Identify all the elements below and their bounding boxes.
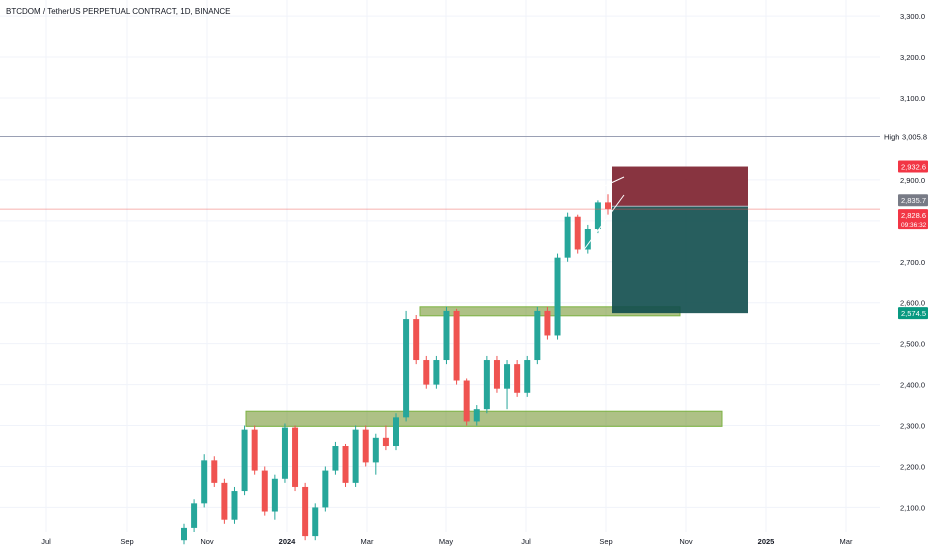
y-tick-label: 2,700.0 xyxy=(900,258,925,267)
candle-body xyxy=(241,429,248,492)
candle-body xyxy=(584,229,591,250)
x-tick-label: 2024 xyxy=(279,537,297,546)
price-label-target: 2,574.5 xyxy=(898,307,928,320)
candle-body xyxy=(382,437,389,447)
candle-body xyxy=(393,417,399,447)
x-tick-label: Jul xyxy=(521,537,531,546)
stop-loss-box[interactable] xyxy=(612,166,748,207)
candle-body xyxy=(433,360,440,385)
candle-body xyxy=(312,507,319,537)
time-axis[interactable]: Jul Sep Nov 2024 Mar May Jul Sep Nov 2025 Mar xyxy=(41,537,853,546)
candle-body xyxy=(191,503,198,528)
candle-body xyxy=(554,257,561,336)
y-tick-label: 3,100.0 xyxy=(900,94,925,103)
price-countdown: 09:36:32 xyxy=(901,222,927,229)
candle-body xyxy=(453,310,460,381)
candle-body xyxy=(201,460,208,504)
candle-body xyxy=(211,460,218,483)
x-tick-label: Sep xyxy=(599,537,612,546)
high-label: High xyxy=(884,133,899,142)
x-tick-label: Mar xyxy=(840,537,853,546)
candle-body xyxy=(362,429,369,463)
high-value: 3,005.8 xyxy=(902,133,927,142)
candle-body xyxy=(423,360,430,385)
wedge-lower-line[interactable] xyxy=(579,194,625,256)
y-tick-label: 2,100.0 xyxy=(900,503,925,512)
candle-body xyxy=(413,319,420,361)
candle-body xyxy=(594,202,601,230)
candle-body xyxy=(403,319,410,418)
price-tag-value: 2,835.7 xyxy=(901,196,926,205)
price-tag-value: 2,932.6 xyxy=(901,163,926,172)
price-label-last: 2,828.6 09:36:32 xyxy=(898,209,928,230)
y-tick-label: 2,400.0 xyxy=(900,381,925,390)
chart-symbol-title: BTCDOM / TetherUS PERPETUAL CONTRACT, 1D… xyxy=(6,7,231,16)
candle-body xyxy=(342,446,349,483)
candle-body xyxy=(372,437,379,463)
candle-body xyxy=(544,310,551,336)
candle-body xyxy=(322,470,329,508)
candle-body xyxy=(221,482,228,520)
trade-box[interactable] xyxy=(612,166,748,314)
x-tick-label: Mar xyxy=(361,537,374,546)
price-tag-bg xyxy=(898,307,928,320)
price-lines xyxy=(0,136,880,210)
price-tag-value: 2,574.5 xyxy=(901,309,926,318)
take-profit-box[interactable] xyxy=(612,206,748,314)
y-tick-label: 2,300.0 xyxy=(900,422,925,431)
x-tick-label: Nov xyxy=(200,537,214,546)
candle-body xyxy=(514,364,521,393)
candle-body xyxy=(483,360,490,410)
grid xyxy=(0,0,880,532)
candle-body xyxy=(524,360,531,393)
y-tick-label: 2,900.0 xyxy=(900,176,925,185)
price-tag-value: 2,828.6 xyxy=(901,211,926,220)
price-label-stop: 2,932.6 xyxy=(898,160,928,173)
candle-body xyxy=(251,429,258,471)
y-tick-label: 3,200.0 xyxy=(900,53,925,62)
y-tick-label: 2,500.0 xyxy=(900,340,925,349)
candle-body xyxy=(181,527,187,541)
price-axis[interactable]: 3,300.03,200.03,100.02,900.02,800.02,700… xyxy=(884,12,928,512)
candle-body xyxy=(292,427,299,487)
price-tag-bg xyxy=(898,160,928,173)
candle-body xyxy=(473,409,480,422)
price-tag-bg xyxy=(898,209,928,230)
y-tick-label: 2,600.0 xyxy=(900,299,925,308)
lower-support-zone[interactable] xyxy=(245,410,723,427)
candle-body xyxy=(605,202,611,209)
wedge-upper-line[interactable] xyxy=(571,176,625,202)
candle-body xyxy=(463,380,470,422)
candle-body xyxy=(504,364,511,389)
x-tick-label: 2025 xyxy=(758,537,775,546)
candle-body xyxy=(574,216,581,250)
rising-wedge[interactable] xyxy=(571,176,625,256)
candle-body xyxy=(564,216,571,258)
candle-body xyxy=(332,446,339,471)
candles xyxy=(181,194,611,545)
candle-body xyxy=(271,478,278,512)
candle-body xyxy=(534,310,541,361)
y-tick-label: 3,300.0 xyxy=(900,12,925,21)
x-tick-label: Sep xyxy=(120,537,133,546)
candle-body xyxy=(443,310,450,361)
y-tick-label: 2,200.0 xyxy=(900,462,925,471)
candle-body xyxy=(231,491,238,520)
candle-body xyxy=(352,429,359,483)
x-tick-label: Nov xyxy=(679,537,693,546)
x-tick-label: Jul xyxy=(41,537,51,546)
price-tag-bg xyxy=(898,194,928,207)
candle-body xyxy=(302,486,309,537)
candle-body xyxy=(493,360,500,389)
candle-body xyxy=(281,427,288,479)
candle-body xyxy=(261,470,268,512)
price-label-entry: 2,835.7 xyxy=(898,194,928,207)
x-tick-label: May xyxy=(439,537,453,546)
